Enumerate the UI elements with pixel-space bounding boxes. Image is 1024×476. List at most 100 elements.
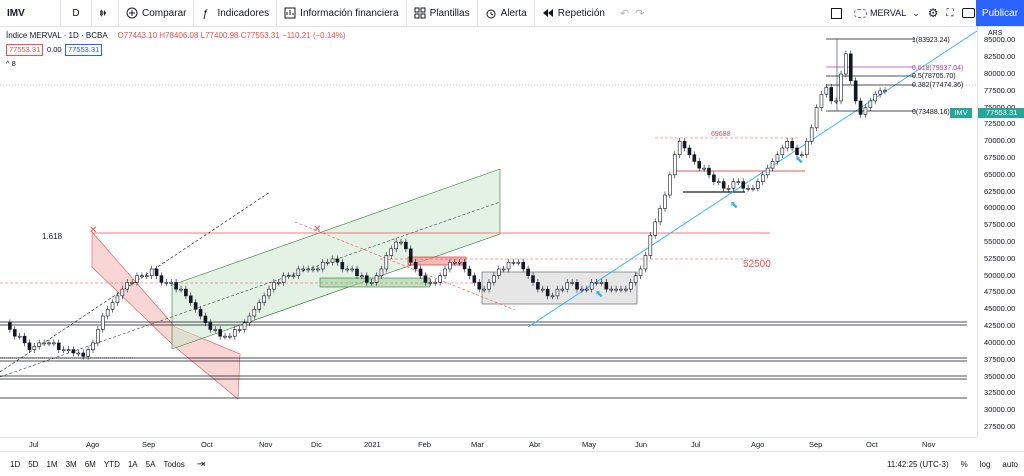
candles-icon xyxy=(99,7,107,19)
candle-body xyxy=(18,336,21,337)
candle-body xyxy=(776,155,779,162)
redo-icon[interactable]: ↷ xyxy=(635,7,644,20)
candle-body xyxy=(268,289,271,296)
candle-body xyxy=(375,276,378,283)
candle-body xyxy=(884,90,887,91)
candle-body xyxy=(483,289,486,290)
financials-button[interactable]: Información financiera xyxy=(277,0,406,26)
candle-body xyxy=(712,175,715,182)
time-axis[interactable]: Jul Ago Sep Oct Nov Dic 2021 Feb Mar Abr May Jun Jul… xyxy=(0,437,977,452)
candle-body xyxy=(404,242,407,249)
candle-body xyxy=(551,296,554,297)
candle-body xyxy=(170,282,173,283)
fullscreen-icon[interactable]: ⛶ xyxy=(947,8,954,19)
y-tick-label: 52500.00 xyxy=(984,254,1015,263)
templates-icon xyxy=(414,7,426,19)
candle-body xyxy=(722,182,725,189)
x-tick-label: Ago xyxy=(751,440,764,449)
fib-0-label: 0(73488.16) xyxy=(912,109,950,116)
candle-body xyxy=(307,269,310,270)
candle-body xyxy=(659,208,662,221)
auto-toggle[interactable]: auto xyxy=(1002,460,1018,469)
y-tick-label: 57500.00 xyxy=(984,220,1015,229)
y-tick-label: 85000.00 xyxy=(984,35,1015,44)
price-chart[interactable]: ✕ ✕ ⬉ ⬉ ⬉ 1.618 52500 69688 1(83923.24) … xyxy=(0,27,977,437)
cloud-icon xyxy=(854,9,867,18)
range-6m[interactable]: 6M xyxy=(85,460,96,469)
candle-body xyxy=(605,282,608,289)
candle-body xyxy=(233,329,236,336)
candle-body xyxy=(825,87,828,94)
interval-button[interactable]: D xyxy=(61,0,92,26)
candle-body xyxy=(629,282,632,289)
candle-body xyxy=(429,282,432,283)
candle-body xyxy=(585,289,588,290)
replay-label: Repetición xyxy=(558,8,605,19)
y-tick-label: 80000.00 xyxy=(984,69,1015,78)
candle-body xyxy=(326,262,329,263)
range-5y[interactable]: 5A xyxy=(146,460,156,469)
fullscreen-square-icon[interactable] xyxy=(831,8,842,19)
log-toggle[interactable]: log xyxy=(980,460,991,469)
compare-button[interactable]: Comparar xyxy=(119,0,194,26)
range-1d[interactable]: 1D xyxy=(10,460,20,469)
candle-body xyxy=(82,353,85,356)
candle-body xyxy=(600,282,603,283)
chart-style-button[interactable] xyxy=(92,0,119,26)
candle-body xyxy=(620,289,623,290)
last-price-badge: IMV 77553.31 xyxy=(978,108,1024,118)
range-1y[interactable]: 1A xyxy=(128,460,138,469)
candle-body xyxy=(243,323,246,330)
y-tick-label: 35000.00 xyxy=(984,372,1015,381)
candle-body xyxy=(390,249,393,256)
candle-body xyxy=(214,329,217,330)
gear-icon[interactable]: ⚙ xyxy=(928,6,939,20)
range-all[interactable]: Todos xyxy=(163,460,184,469)
candle-body xyxy=(786,141,789,148)
x-tick-label: Sep xyxy=(142,440,155,449)
y-tick-label: 47500.00 xyxy=(984,287,1015,296)
y-tick-label: 60000.00 xyxy=(984,203,1015,212)
clock-time[interactable]: 11:42:25 (UTC-3) xyxy=(887,460,949,469)
candle-body xyxy=(160,276,163,283)
y-tick-label: 45000.00 xyxy=(984,304,1015,313)
camera-icon[interactable] xyxy=(962,8,975,18)
x-tick-label: Jul xyxy=(29,440,39,449)
undo-icon[interactable]: ↶ xyxy=(620,7,629,20)
symbol-search[interactable]: IMV xyxy=(0,0,61,26)
x-tick-label: May xyxy=(582,440,596,449)
range-5d[interactable]: 5D xyxy=(28,460,38,469)
candle-body xyxy=(752,188,755,189)
percent-toggle[interactable]: % xyxy=(961,460,968,469)
y-tick-label: 70000.00 xyxy=(984,136,1015,145)
candle-body xyxy=(87,350,90,357)
layout-selector[interactable]: MERVAL ⌄ xyxy=(854,8,920,19)
x-tick-label: Mar xyxy=(471,440,484,449)
publish-button[interactable]: Publicar xyxy=(976,0,1024,26)
candle-body xyxy=(101,316,104,329)
alarm-clock-icon xyxy=(485,7,497,19)
candle-body xyxy=(414,262,417,269)
right-toolbar: MERVAL ⌄ ⚙ ⛶ xyxy=(831,0,975,26)
range-1m[interactable]: 1M xyxy=(46,460,57,469)
range-ytd[interactable]: YTD xyxy=(104,460,120,469)
price-axis[interactable]: ARS 85000.00 82500.00 80000.00 77500.00 7500… xyxy=(977,27,1024,437)
range-3m[interactable]: 3M xyxy=(66,460,77,469)
candle-body xyxy=(678,141,681,154)
candle-body xyxy=(732,182,735,189)
candle-body xyxy=(331,259,334,262)
date-range-icon[interactable]: ⇥ xyxy=(197,459,205,470)
replay-button[interactable]: Repetición xyxy=(535,0,612,26)
alert-button[interactable]: Alerta xyxy=(478,0,535,26)
candle-body xyxy=(835,101,838,102)
templates-button[interactable]: Plantillas xyxy=(407,0,478,26)
candle-body xyxy=(312,269,315,270)
candle-body xyxy=(703,168,706,169)
candle-body xyxy=(194,303,197,310)
candle-body xyxy=(292,276,295,277)
x-tick-label: Jun xyxy=(635,440,647,449)
candle-body xyxy=(590,282,593,289)
fib-1618-label: 1.618 xyxy=(42,232,63,241)
indicators-button[interactable]: ƒ Indicadores xyxy=(194,0,277,26)
replay-icon xyxy=(542,7,554,19)
